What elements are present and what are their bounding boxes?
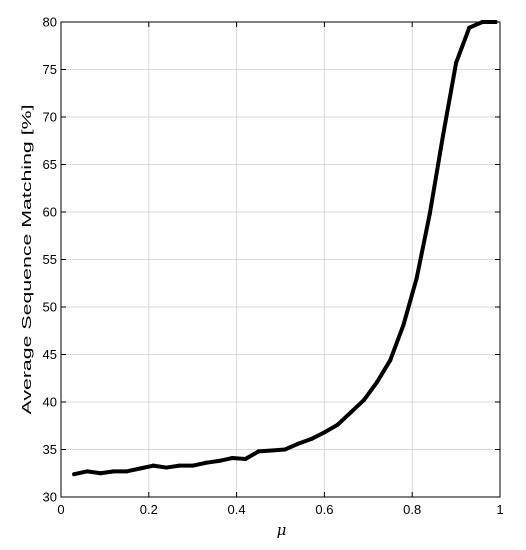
- data-point: [414, 276, 419, 281]
- data-point: [480, 20, 485, 24]
- data-point: [164, 465, 169, 470]
- data-point: [217, 458, 222, 463]
- data-point: [256, 449, 261, 454]
- data-point: [322, 430, 327, 435]
- data-point: [427, 211, 432, 216]
- x-axis-title: μ: [277, 521, 287, 539]
- y-tick-label: 65: [43, 157, 57, 172]
- y-tick-label: 50: [43, 300, 57, 315]
- data-point: [467, 25, 472, 30]
- x-tick-label: 0: [57, 502, 64, 517]
- x-tick-label: 0.4: [228, 502, 246, 517]
- series-layer: [72, 20, 498, 477]
- data-point: [203, 460, 208, 465]
- data-point: [282, 447, 287, 452]
- y-tick-label: 75: [43, 62, 57, 77]
- data-point: [296, 441, 301, 446]
- y-tick-label: 40: [43, 395, 57, 410]
- data-point: [269, 448, 274, 453]
- y-tick-label: 60: [43, 205, 57, 220]
- data-point: [440, 134, 445, 138]
- y-tick-label: 55: [43, 252, 57, 267]
- data-point: [388, 358, 393, 363]
- y-tick-label: 70: [43, 110, 57, 125]
- data-point: [243, 457, 248, 461]
- y-tick-label: 35: [43, 442, 57, 457]
- y-tick-label: 45: [43, 347, 57, 362]
- y-axis-title: Average Sequence Matching [%]: [19, 105, 34, 415]
- x-tick-label: 0.2: [140, 502, 158, 517]
- y-tick-label: 30: [43, 490, 57, 505]
- data-point: [111, 469, 116, 474]
- data-point: [85, 469, 90, 474]
- data-point: [177, 463, 182, 468]
- data-point: [190, 463, 195, 468]
- data-point: [138, 466, 143, 471]
- data-point: [72, 472, 77, 477]
- data-point: [401, 323, 406, 328]
- data-point: [335, 422, 340, 427]
- data-point: [454, 60, 459, 65]
- data-point: [309, 437, 314, 442]
- axis-ticks: 0 0.2 0.4 0.6 0.8 1 30 35 40 45 50 55 60 65 70 75 80: [43, 15, 504, 518]
- data-point: [151, 463, 156, 468]
- data-point: [375, 380, 380, 385]
- data-point: [361, 398, 366, 403]
- y-tick-label: 80: [43, 15, 57, 30]
- data-point: [493, 20, 498, 24]
- data-point: [230, 456, 235, 461]
- x-tick-label: 0.6: [315, 502, 333, 517]
- x-tick-label: 1: [496, 502, 503, 517]
- data-point: [348, 410, 353, 415]
- x-tick-label: 0.8: [403, 502, 421, 517]
- data-point: [124, 469, 129, 474]
- data-point: [98, 471, 103, 476]
